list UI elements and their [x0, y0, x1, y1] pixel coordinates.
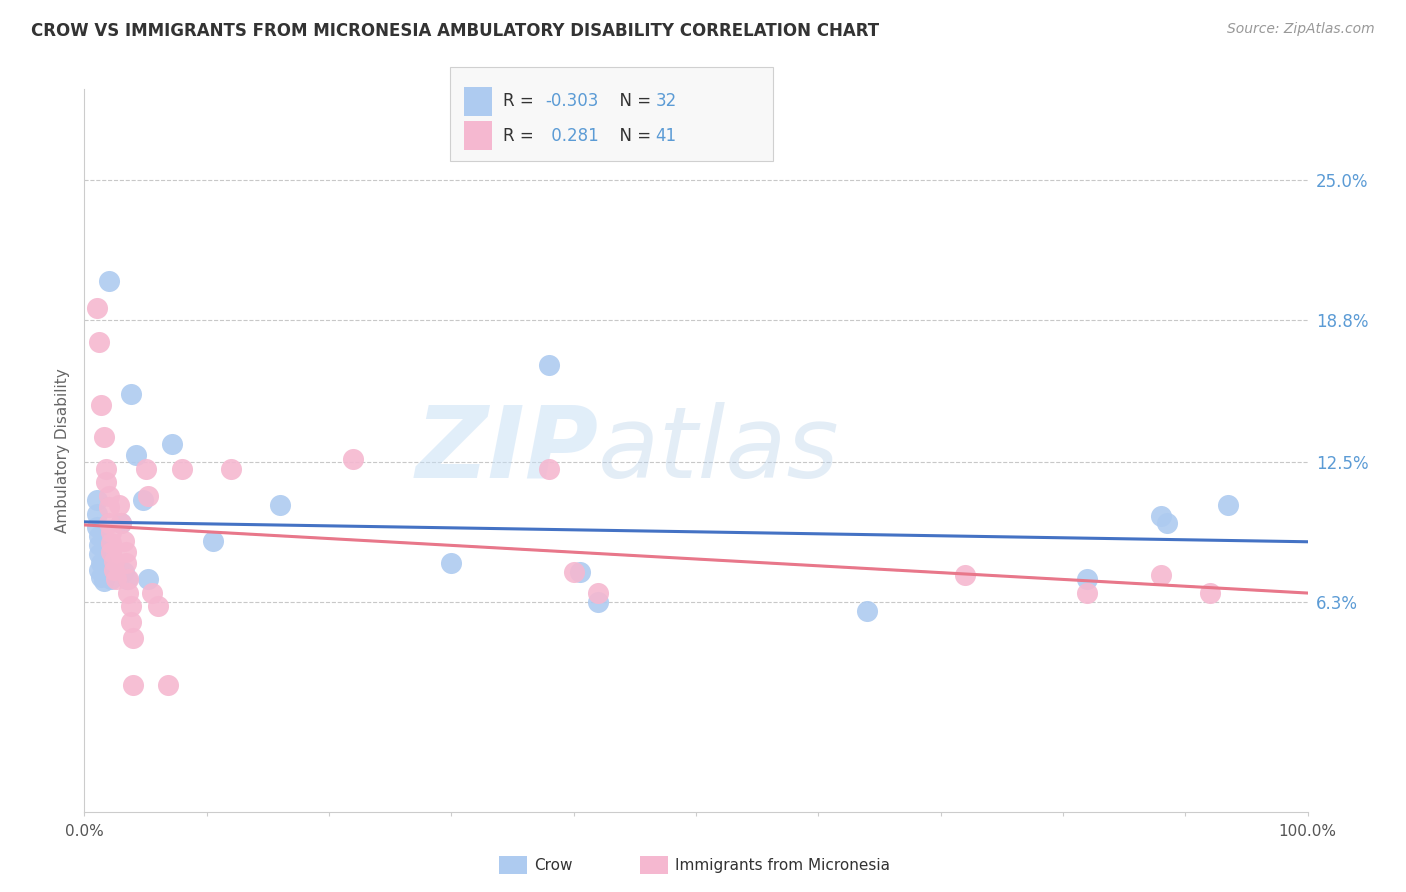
Point — [586, 595, 609, 609]
Text: CROW VS IMMIGRANTS FROM MICRONESIA AMBULATORY DISABILITY CORRELATION CHART: CROW VS IMMIGRANTS FROM MICRONESIA AMBUL… — [31, 22, 879, 40]
Point — [122, 678, 145, 692]
Point — [120, 615, 142, 629]
Point — [117, 585, 139, 599]
Point — [90, 570, 112, 584]
Point — [156, 678, 179, 692]
Point — [86, 520, 108, 534]
Text: N =: N = — [609, 127, 657, 145]
Text: ZIP: ZIP — [415, 402, 598, 499]
Point — [120, 387, 142, 401]
Text: R =: R = — [503, 92, 540, 110]
Text: Crow: Crow — [534, 858, 572, 872]
Point — [136, 572, 159, 586]
Point — [110, 516, 132, 530]
Point — [105, 572, 128, 586]
Point — [103, 563, 125, 577]
Point — [87, 529, 110, 543]
Text: atlas: atlas — [598, 402, 839, 499]
Point — [87, 334, 110, 349]
Point — [135, 461, 157, 475]
Y-axis label: Ambulatory Disability: Ambulatory Disability — [55, 368, 70, 533]
Point — [269, 498, 291, 512]
Text: N =: N = — [609, 92, 657, 110]
Point — [856, 604, 879, 618]
Text: -0.303: -0.303 — [546, 92, 599, 110]
Point — [141, 585, 163, 599]
Point — [100, 536, 122, 550]
Point — [440, 557, 463, 571]
Point — [538, 461, 561, 475]
Point — [120, 599, 142, 614]
Text: 41: 41 — [655, 127, 676, 145]
Point — [136, 489, 159, 503]
Point — [538, 358, 561, 372]
Point — [568, 566, 591, 580]
Point — [115, 557, 138, 571]
Point — [122, 631, 145, 645]
Point — [97, 500, 120, 514]
Point — [146, 599, 169, 614]
Point — [201, 533, 224, 548]
Point — [96, 475, 118, 489]
Point — [97, 566, 120, 580]
Point — [219, 461, 242, 475]
Point — [103, 554, 125, 568]
Point — [562, 566, 585, 580]
Point — [1150, 567, 1173, 582]
Point — [90, 398, 112, 412]
Point — [172, 461, 194, 475]
Point — [1198, 585, 1220, 599]
Point — [93, 430, 115, 444]
Point — [87, 547, 110, 561]
Point — [86, 301, 108, 316]
Point — [86, 507, 108, 521]
Text: Source: ZipAtlas.com: Source: ZipAtlas.com — [1227, 22, 1375, 37]
Point — [100, 572, 122, 586]
Point — [953, 567, 976, 582]
Point — [87, 538, 110, 552]
Point — [162, 436, 184, 450]
Point — [110, 516, 132, 530]
Point — [87, 563, 110, 577]
Point — [86, 493, 108, 508]
Text: R =: R = — [503, 127, 540, 145]
Text: 0.281: 0.281 — [546, 127, 599, 145]
Point — [97, 516, 120, 530]
Point — [1076, 572, 1098, 586]
Point — [1216, 498, 1239, 512]
Point — [125, 448, 148, 462]
Point — [93, 574, 115, 589]
Point — [1150, 508, 1173, 523]
Point — [90, 557, 112, 571]
Point — [96, 461, 118, 475]
Point — [112, 566, 135, 580]
Point — [100, 545, 122, 559]
Text: Immigrants from Micronesia: Immigrants from Micronesia — [675, 858, 890, 872]
Point — [1076, 585, 1098, 599]
Point — [112, 533, 135, 548]
Point — [97, 489, 120, 503]
Point — [586, 585, 609, 599]
Point — [132, 493, 155, 508]
Point — [117, 572, 139, 586]
Point — [1156, 516, 1178, 530]
Point — [342, 452, 364, 467]
Point — [97, 274, 120, 288]
Point — [107, 498, 129, 512]
Point — [115, 572, 138, 586]
Point — [100, 524, 122, 539]
Text: 32: 32 — [655, 92, 676, 110]
Point — [115, 545, 138, 559]
